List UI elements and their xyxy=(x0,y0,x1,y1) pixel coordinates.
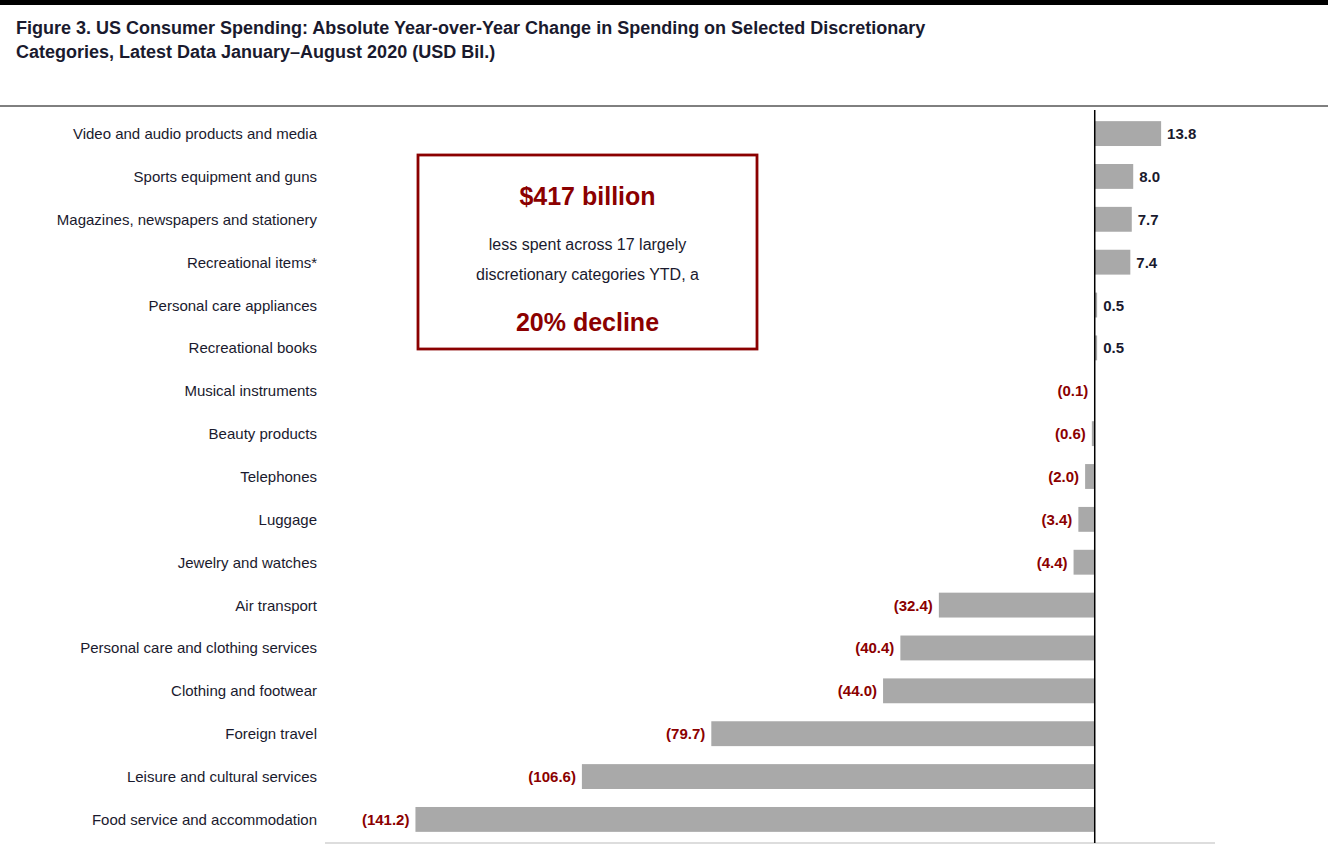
data-labels: (141.2) (106.6) (79.7) (44.0) (40.4) (32.4) (4… xyxy=(362,125,1196,828)
category-label: Air transport xyxy=(235,597,318,614)
bar xyxy=(900,636,1094,661)
title-rule xyxy=(0,106,1328,107)
category-label: Recreational items* xyxy=(187,254,317,271)
bar xyxy=(1095,164,1133,189)
x-axis-line xyxy=(325,843,1215,844)
category-label: Video and audio products and media xyxy=(73,125,318,142)
bars xyxy=(415,121,1161,832)
top-rule xyxy=(0,0,1328,5)
data-label: (0.6) xyxy=(1055,425,1086,442)
bar xyxy=(1074,550,1095,575)
y-tick-labels: Food service and accommodation Leisure an… xyxy=(57,125,318,828)
category-label: Musical instruments xyxy=(184,382,317,399)
data-label: 7.4 xyxy=(1136,254,1158,271)
bar xyxy=(1095,250,1131,275)
category-label: Sports equipment and guns xyxy=(134,168,317,185)
data-label: (44.0) xyxy=(838,682,877,699)
data-label: (2.0) xyxy=(1048,468,1079,485)
category-label: Luggage xyxy=(259,511,317,528)
category-label: Jewelry and watches xyxy=(178,554,317,571)
zero-line xyxy=(1094,110,1096,843)
bar xyxy=(883,678,1095,703)
category-label: Personal care appliances xyxy=(149,297,317,314)
category-label: Recreational books xyxy=(189,339,317,356)
annotation-text: discretionary categories YTD, a xyxy=(476,266,699,283)
category-label: Leisure and cultural services xyxy=(127,768,317,785)
category-label: Clothing and footwear xyxy=(171,682,317,699)
data-label: 0.5 xyxy=(1103,339,1124,356)
title-line: Figure 3. US Consumer Spending: Absolute… xyxy=(16,18,925,38)
data-label: (4.4) xyxy=(1037,554,1068,571)
data-label: 0.5 xyxy=(1103,297,1124,314)
annotation: $417 billion less spent across 17 largely… xyxy=(418,155,757,349)
annotation-box xyxy=(418,155,757,349)
bar xyxy=(415,807,1094,832)
category-label: Beauty products xyxy=(209,425,317,442)
bar xyxy=(1078,507,1094,532)
annotation-text: $417 billion xyxy=(519,182,655,210)
data-label: (32.4) xyxy=(894,597,933,614)
bar xyxy=(711,721,1094,746)
data-label: (0.1) xyxy=(1057,382,1088,399)
background xyxy=(0,0,1328,860)
bar xyxy=(939,593,1095,618)
data-label: (79.7) xyxy=(666,725,705,742)
category-label: Foreign travel xyxy=(225,725,317,742)
data-label: (3.4) xyxy=(1042,511,1073,528)
category-label: Magazines, newspapers and stationery xyxy=(57,211,318,228)
bar xyxy=(582,764,1095,789)
data-label: (141.2) xyxy=(362,811,410,828)
data-label: (40.4) xyxy=(855,639,894,656)
title: Figure 3. US Consumer Spending: Absolute… xyxy=(16,18,925,62)
data-label: 7.7 xyxy=(1138,211,1159,228)
bar xyxy=(1095,121,1161,146)
data-label: (106.6) xyxy=(528,768,576,785)
annotation-text: 20% decline xyxy=(516,308,659,336)
bar xyxy=(1095,207,1132,232)
category-label: Personal care and clothing services xyxy=(80,639,317,656)
annotation-text: less spent across 17 largely xyxy=(489,236,686,253)
category-label: Telephones xyxy=(240,468,317,485)
category-label: Food service and accommodation xyxy=(92,811,317,828)
title-line: Categories, Latest Data January–August 2… xyxy=(16,42,495,62)
data-label: 8.0 xyxy=(1139,168,1160,185)
data-label: 13.8 xyxy=(1167,125,1196,142)
chart: Figure 3. US Consumer Spending: Absolute… xyxy=(0,0,1328,860)
bar xyxy=(1085,464,1095,489)
